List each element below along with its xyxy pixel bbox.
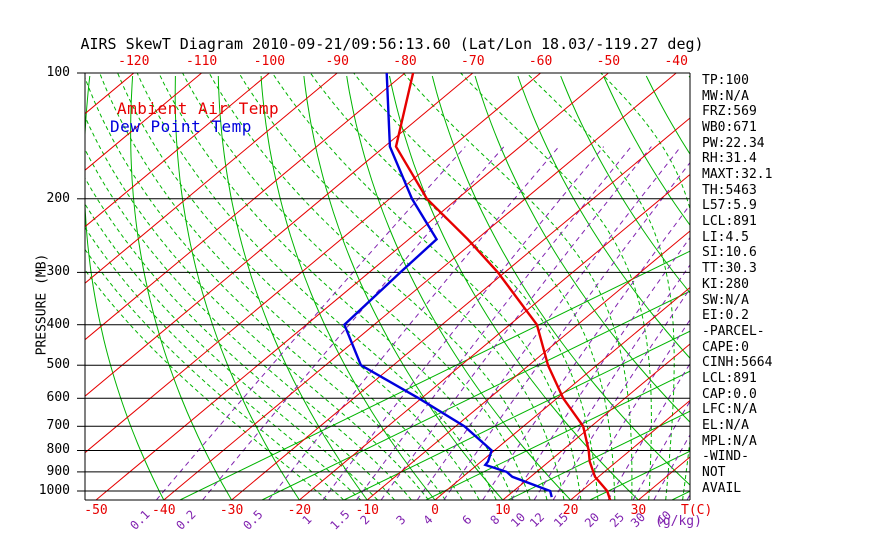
moist-adiabat-line: [238, 73, 565, 500]
dry-adiabat-line: [217, 75, 368, 500]
dry-adiabat-line: [517, 75, 690, 359]
reference-line: [179, 250, 690, 500]
moist-adiabat-line: [85, 203, 378, 500]
isotherm-line: [85, 73, 406, 341]
dewpoint-curve: [342, 73, 553, 498]
dry-adiabat-line: [688, 75, 690, 79]
isotherm-line: [85, 73, 270, 228]
isotherm-line: [502, 343, 690, 500]
isotherm-line: [638, 456, 690, 500]
isotherm-line: [163, 73, 677, 500]
mixing-ratio-line: [653, 433, 690, 500]
moist-adiabat-line: [85, 269, 328, 500]
reference-line: [261, 290, 690, 500]
moist-adiabat-line: [117, 73, 480, 500]
mixing-ratio-line: [607, 362, 690, 500]
moist-adiabat-line: [208, 73, 548, 500]
moist-adiabat-line: [403, 73, 633, 500]
moist-adiabat-line: [85, 148, 412, 500]
reference-line: [589, 450, 690, 500]
isotherm-line: [434, 286, 690, 500]
mixing-ratio-line: [686, 493, 690, 500]
dry-adiabat-line: [303, 75, 504, 500]
isotherm-line: [85, 73, 474, 397]
moist-adiabat-line: [353, 73, 616, 500]
isotherm-line: [85, 73, 541, 454]
isotherm-line: [85, 73, 202, 171]
moist-adiabat-line: [271, 73, 582, 500]
moist-adiabat-line: [158, 73, 514, 500]
reference-line: [671, 490, 690, 500]
dry-adiabat-line: [85, 75, 165, 500]
reference-line: [425, 370, 690, 500]
dry-adiabat-line: [860, 76, 870, 500]
dry-adiabat-line: [818, 76, 870, 500]
isotherm-line: [299, 173, 690, 500]
mixing-ratio-line: [322, 146, 605, 500]
reference-line: [343, 330, 690, 500]
mixing-ratio-line: [482, 204, 690, 500]
reference-line: [754, 73, 870, 500]
moist-adiabat-line: [85, 177, 395, 500]
mixing-ratio-line: [443, 161, 690, 500]
dry-adiabat-line: [260, 75, 436, 500]
moist-adiabat-line: [460, 73, 652, 500]
moist-adiabat-line: [85, 115, 429, 500]
dry-adiabat-line: [474, 75, 690, 423]
isotherm-line: [0, 73, 66, 500]
isotherm-line: [570, 399, 690, 500]
moist-adiabat-line: [85, 226, 361, 500]
temperature-curve: [394, 73, 612, 500]
isotherm-line: [85, 73, 135, 115]
moist-adiabat-line: [85, 248, 344, 500]
dry-adiabat-line: [130, 75, 233, 500]
mixing-ratio-line: [356, 146, 632, 500]
dry-adiabat-line: [732, 76, 870, 500]
dry-adiabat-line: [560, 75, 690, 294]
reference-line: [507, 410, 690, 500]
moist-adiabat-line: [85, 76, 446, 500]
isotherm-line: [85, 73, 338, 284]
isotherm-line: [95, 73, 609, 500]
dry-adiabat-line: [775, 76, 870, 500]
dry-adiabat-line: [174, 75, 300, 500]
dry-adiabat-line: [645, 75, 690, 156]
moist-adiabat-line: [309, 73, 599, 500]
moist-adiabat-line: [182, 73, 531, 500]
reference-line: [836, 73, 870, 500]
mixing-ratio-line: [576, 318, 690, 500]
dry-adiabat-line: [603, 75, 690, 226]
mixing-ratio-line: [533, 264, 690, 500]
isotherm-line: [231, 117, 690, 500]
dry-adiabat-line: [389, 75, 639, 500]
moist-adiabat-line: [600, 73, 690, 500]
dry-adiabat-line: [346, 75, 571, 500]
isotherm-line: [706, 73, 870, 500]
dry-adiabat-line: [431, 75, 690, 486]
moist-adiabat-line: [99, 73, 463, 500]
moist-adiabat-line: [526, 73, 675, 500]
isotherm-line: [366, 230, 690, 500]
moist-adiabat-line: [136, 73, 497, 500]
